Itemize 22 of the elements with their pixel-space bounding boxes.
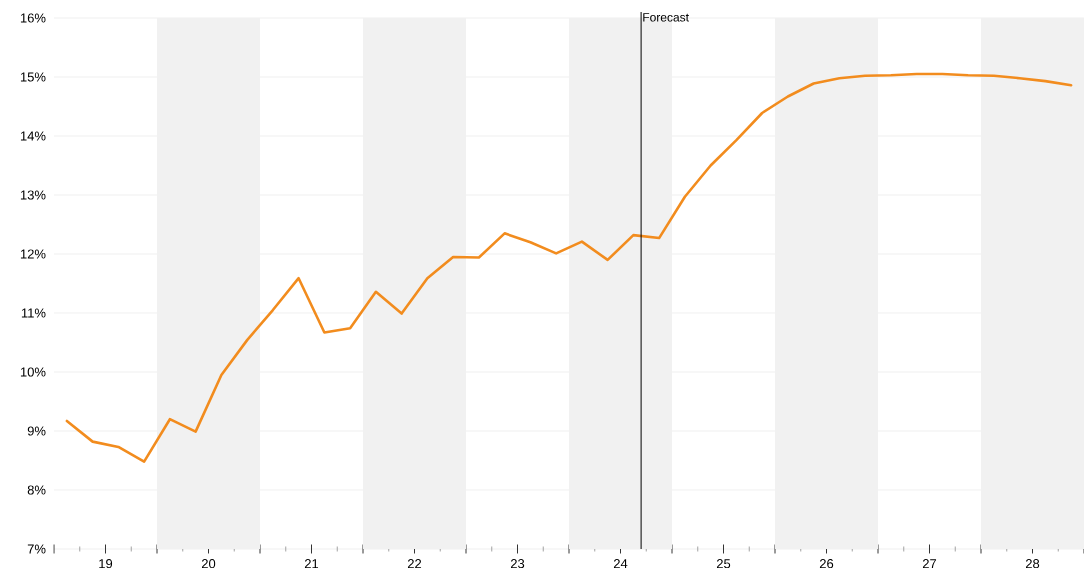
x-tick-label: 22 [407,559,422,568]
x-tick-label: 19 [99,559,113,568]
y-tick-label: 14% [20,131,46,141]
y-tick-label: 16% [20,13,46,23]
y-tick-label: 7% [27,544,46,554]
x-tick-label: 20 [201,559,216,568]
y-tick-label: 15% [20,72,46,82]
x-tick-label: 28 [1025,559,1040,568]
x-tick-label: 26 [819,559,834,568]
y-tick-label: 11% [21,308,46,318]
ref-line-label: Forecast [643,13,689,22]
y-tick-label: 10% [20,367,46,377]
y-tick-label: 8% [27,485,46,495]
y-tick-label: 13% [20,190,46,200]
line-series [65,72,1073,463]
x-tick-label: 23 [510,559,525,568]
x-tick-label: 25 [716,559,731,568]
x-tick-label: 27 [922,559,937,568]
y-tick-label: 12% [20,249,46,259]
x-tick-label: 24 [613,559,628,568]
y-tick-label: 9% [27,426,46,436]
x-tick-label: 21 [304,559,319,568]
